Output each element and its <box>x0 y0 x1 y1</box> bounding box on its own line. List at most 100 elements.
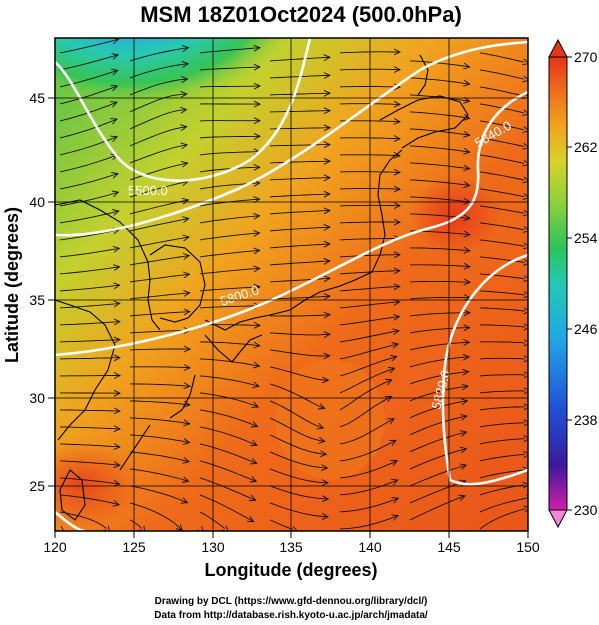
streamline-arrow <box>113 479 121 487</box>
streamline-arrow <box>110 153 119 161</box>
streamline-arrow <box>387 366 396 374</box>
streamline <box>129 218 189 232</box>
streamline <box>339 460 398 479</box>
coastline <box>119 374 196 471</box>
streamline-arrow <box>180 142 189 150</box>
streamline-arrow <box>393 100 402 108</box>
streamline <box>59 284 120 292</box>
streamline-arrow <box>111 190 120 198</box>
warm-spot <box>410 175 500 255</box>
streamline-arrow <box>180 90 188 98</box>
streamline <box>129 236 190 249</box>
x-axis-label: Longitude (degrees) <box>204 560 377 580</box>
streamline-arrow <box>181 45 190 52</box>
streamline <box>59 54 119 71</box>
contour-label: 5500.0 <box>128 183 168 198</box>
streamline <box>479 171 525 181</box>
streamline <box>59 511 107 529</box>
streamline <box>269 226 330 232</box>
streamline <box>59 247 120 258</box>
streamline-arrow <box>249 458 258 465</box>
streamline <box>129 292 190 300</box>
streamline-arrow <box>393 48 402 56</box>
streamline-arrow <box>460 398 469 406</box>
streamline-arrow <box>113 443 121 450</box>
streamline <box>199 324 261 326</box>
streamline-arrow <box>463 181 471 189</box>
streamline <box>59 69 118 88</box>
streamline-arrow <box>183 271 191 279</box>
streamline <box>199 426 258 446</box>
streamline <box>409 111 470 119</box>
streamline <box>479 222 525 231</box>
streamline <box>199 47 260 54</box>
streamline <box>269 451 328 469</box>
contour-line <box>441 253 528 486</box>
streamline <box>199 151 260 156</box>
streamline-arrow <box>182 438 191 445</box>
streamline-arrow <box>522 209 528 217</box>
streamline-arrow <box>393 185 402 193</box>
streamline-arrow <box>113 372 122 379</box>
streamline <box>59 426 121 430</box>
streamline-arrow <box>321 495 330 503</box>
streamline <box>409 371 469 385</box>
streamline <box>479 357 526 360</box>
streamline-arrow <box>522 75 528 83</box>
streamline-arrow <box>393 118 402 125</box>
colorbar-tick-label: 238 <box>574 412 598 428</box>
streamline-arrow <box>393 251 402 259</box>
streamline-arrow <box>181 76 189 83</box>
streamline <box>269 485 329 500</box>
streamline-arrow <box>523 387 528 395</box>
streamline-arrow <box>523 403 528 411</box>
streamline-arrow <box>323 54 331 61</box>
streamline <box>269 144 330 147</box>
streamline <box>59 339 121 343</box>
x-tick-label: 140 <box>358 539 382 555</box>
streamline-arrow <box>183 419 191 427</box>
streamline <box>129 502 183 531</box>
streamline <box>199 358 260 367</box>
streamline-arrow <box>250 421 259 428</box>
streamline-arrow <box>523 451 528 458</box>
streamline-arrow <box>463 324 471 332</box>
streamline-arrow <box>323 157 332 165</box>
streamline-arrow <box>253 212 261 220</box>
streamline-arrow <box>523 275 528 283</box>
streamline <box>199 135 261 139</box>
streamline-arrow <box>181 60 190 68</box>
streamline-arrow <box>323 275 331 283</box>
streamline-arrow <box>462 368 470 376</box>
x-tick-label: 120 <box>43 539 67 555</box>
streamline <box>479 120 525 131</box>
streamline <box>129 144 188 164</box>
streamline-arrow <box>393 66 402 73</box>
streamline <box>129 329 190 334</box>
streamline-arrow <box>461 383 470 391</box>
streamline-arrow <box>523 339 528 347</box>
streamline-arrow <box>460 413 468 421</box>
streamline-arrow <box>253 163 261 171</box>
streamline <box>129 311 190 317</box>
x-tick-label: 145 <box>437 539 461 555</box>
streamline-arrow <box>113 354 122 362</box>
streamline-arrow <box>183 382 191 390</box>
streamline <box>199 443 257 464</box>
streamline <box>129 468 189 482</box>
coastline <box>379 95 469 149</box>
streamline <box>409 415 467 436</box>
streamline-arrow <box>180 124 188 131</box>
streamline-arrow <box>384 396 393 403</box>
streamline-arrow <box>182 456 191 464</box>
streamline <box>199 494 254 523</box>
streamline-arrow <box>253 63 261 71</box>
streamline <box>479 69 525 80</box>
streamline <box>269 295 330 300</box>
streamline-arrow <box>323 72 331 79</box>
streamline-arrow <box>523 419 528 427</box>
streamline <box>339 367 395 394</box>
streamline <box>409 312 470 317</box>
streamline <box>129 366 191 369</box>
